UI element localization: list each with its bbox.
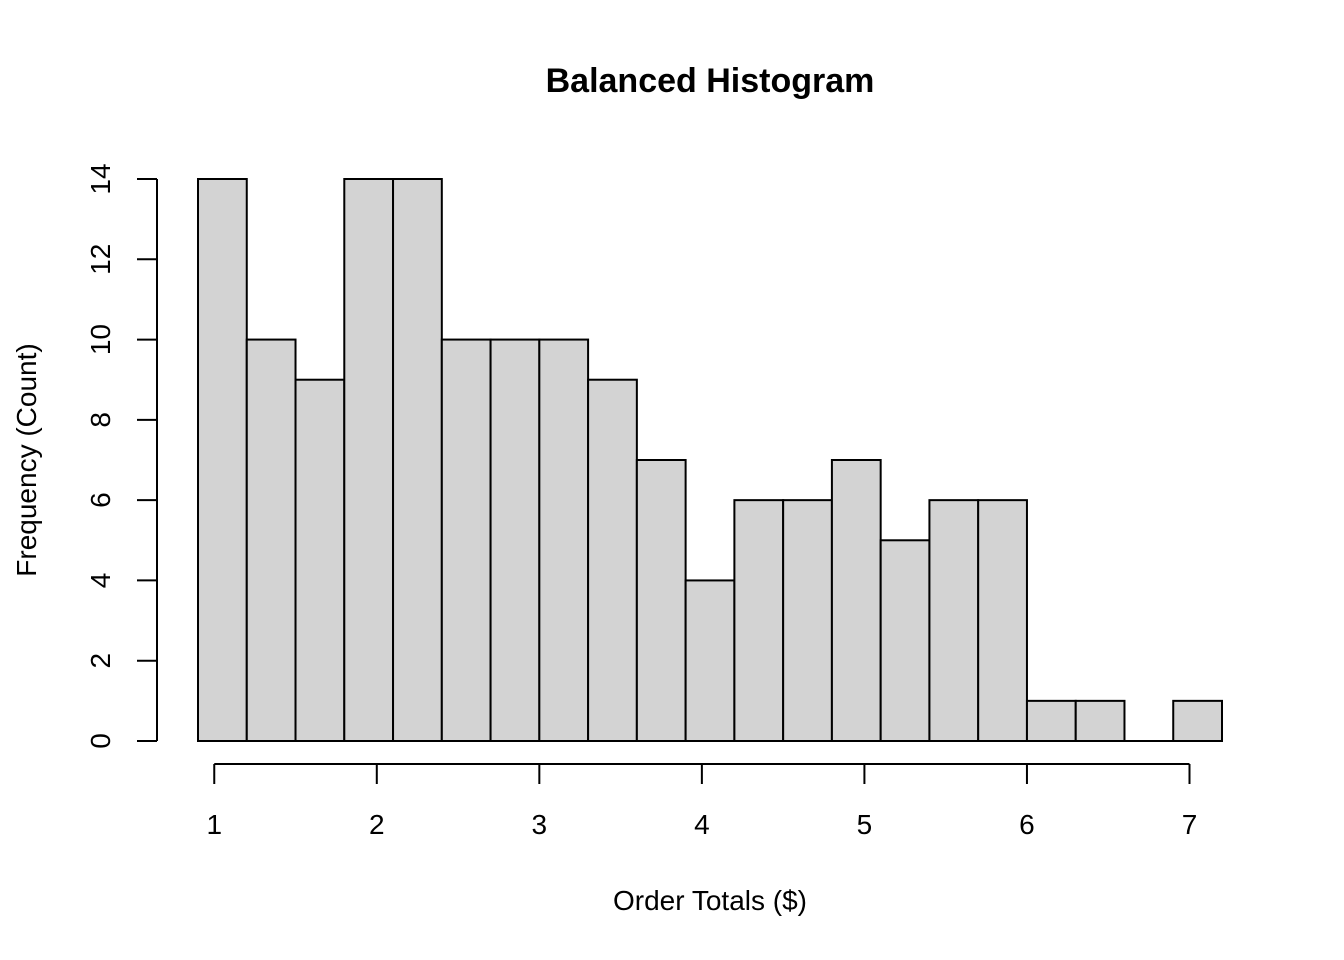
y-tick-label: 4 bbox=[85, 573, 116, 589]
x-axis-label: Order Totals ($) bbox=[613, 885, 807, 916]
histogram-bar bbox=[1172, 699, 1223, 742]
y-tick-label: 14 bbox=[85, 163, 116, 194]
histogram-bar bbox=[977, 499, 1028, 742]
histogram-bar bbox=[538, 338, 590, 742]
x-tick-label: 7 bbox=[1182, 809, 1198, 840]
y-tick-label: 2 bbox=[85, 653, 116, 669]
y-tick-label: 8 bbox=[85, 412, 116, 428]
histogram-bar bbox=[197, 178, 248, 742]
x-tick-label: 6 bbox=[1019, 809, 1035, 840]
y-axis-label: Frequency (Count) bbox=[11, 343, 42, 576]
histogram-bar bbox=[635, 459, 687, 742]
x-tick-label: 1 bbox=[206, 809, 222, 840]
histogram-bar bbox=[489, 338, 541, 742]
bars-group bbox=[197, 178, 1223, 743]
histogram-bar bbox=[928, 499, 980, 742]
histogram-bar bbox=[830, 459, 882, 742]
x-tick-label: 3 bbox=[532, 809, 548, 840]
y-tick-label: 0 bbox=[85, 733, 116, 749]
x-tick-label: 2 bbox=[369, 809, 385, 840]
histogram-bar bbox=[879, 539, 931, 742]
histogram-bar bbox=[392, 178, 443, 742]
histogram-bar bbox=[1074, 699, 1126, 742]
histogram-bar bbox=[1025, 699, 1077, 742]
y-tick-label: 6 bbox=[85, 492, 116, 508]
histogram-bar bbox=[733, 499, 785, 742]
histogram-bar bbox=[782, 499, 833, 742]
chart-title: Balanced Histogram bbox=[546, 62, 875, 100]
x-tick-label: 4 bbox=[694, 809, 710, 840]
histogram-bar bbox=[440, 338, 492, 742]
histogram-bar bbox=[245, 338, 297, 742]
x-axis: 1 2 3 4 5 6 7 bbox=[206, 763, 1198, 840]
y-tick-label: 10 bbox=[85, 324, 116, 355]
y-axis: 0 2 4 6 8 10 12 14 bbox=[85, 163, 158, 749]
x-tick-label: 5 bbox=[857, 809, 873, 840]
y-tick-label: 12 bbox=[85, 244, 116, 275]
histogram-bar bbox=[294, 378, 346, 742]
histogram-bar bbox=[684, 579, 736, 743]
histogram-bar bbox=[587, 378, 638, 742]
histogram-bar bbox=[343, 178, 395, 742]
